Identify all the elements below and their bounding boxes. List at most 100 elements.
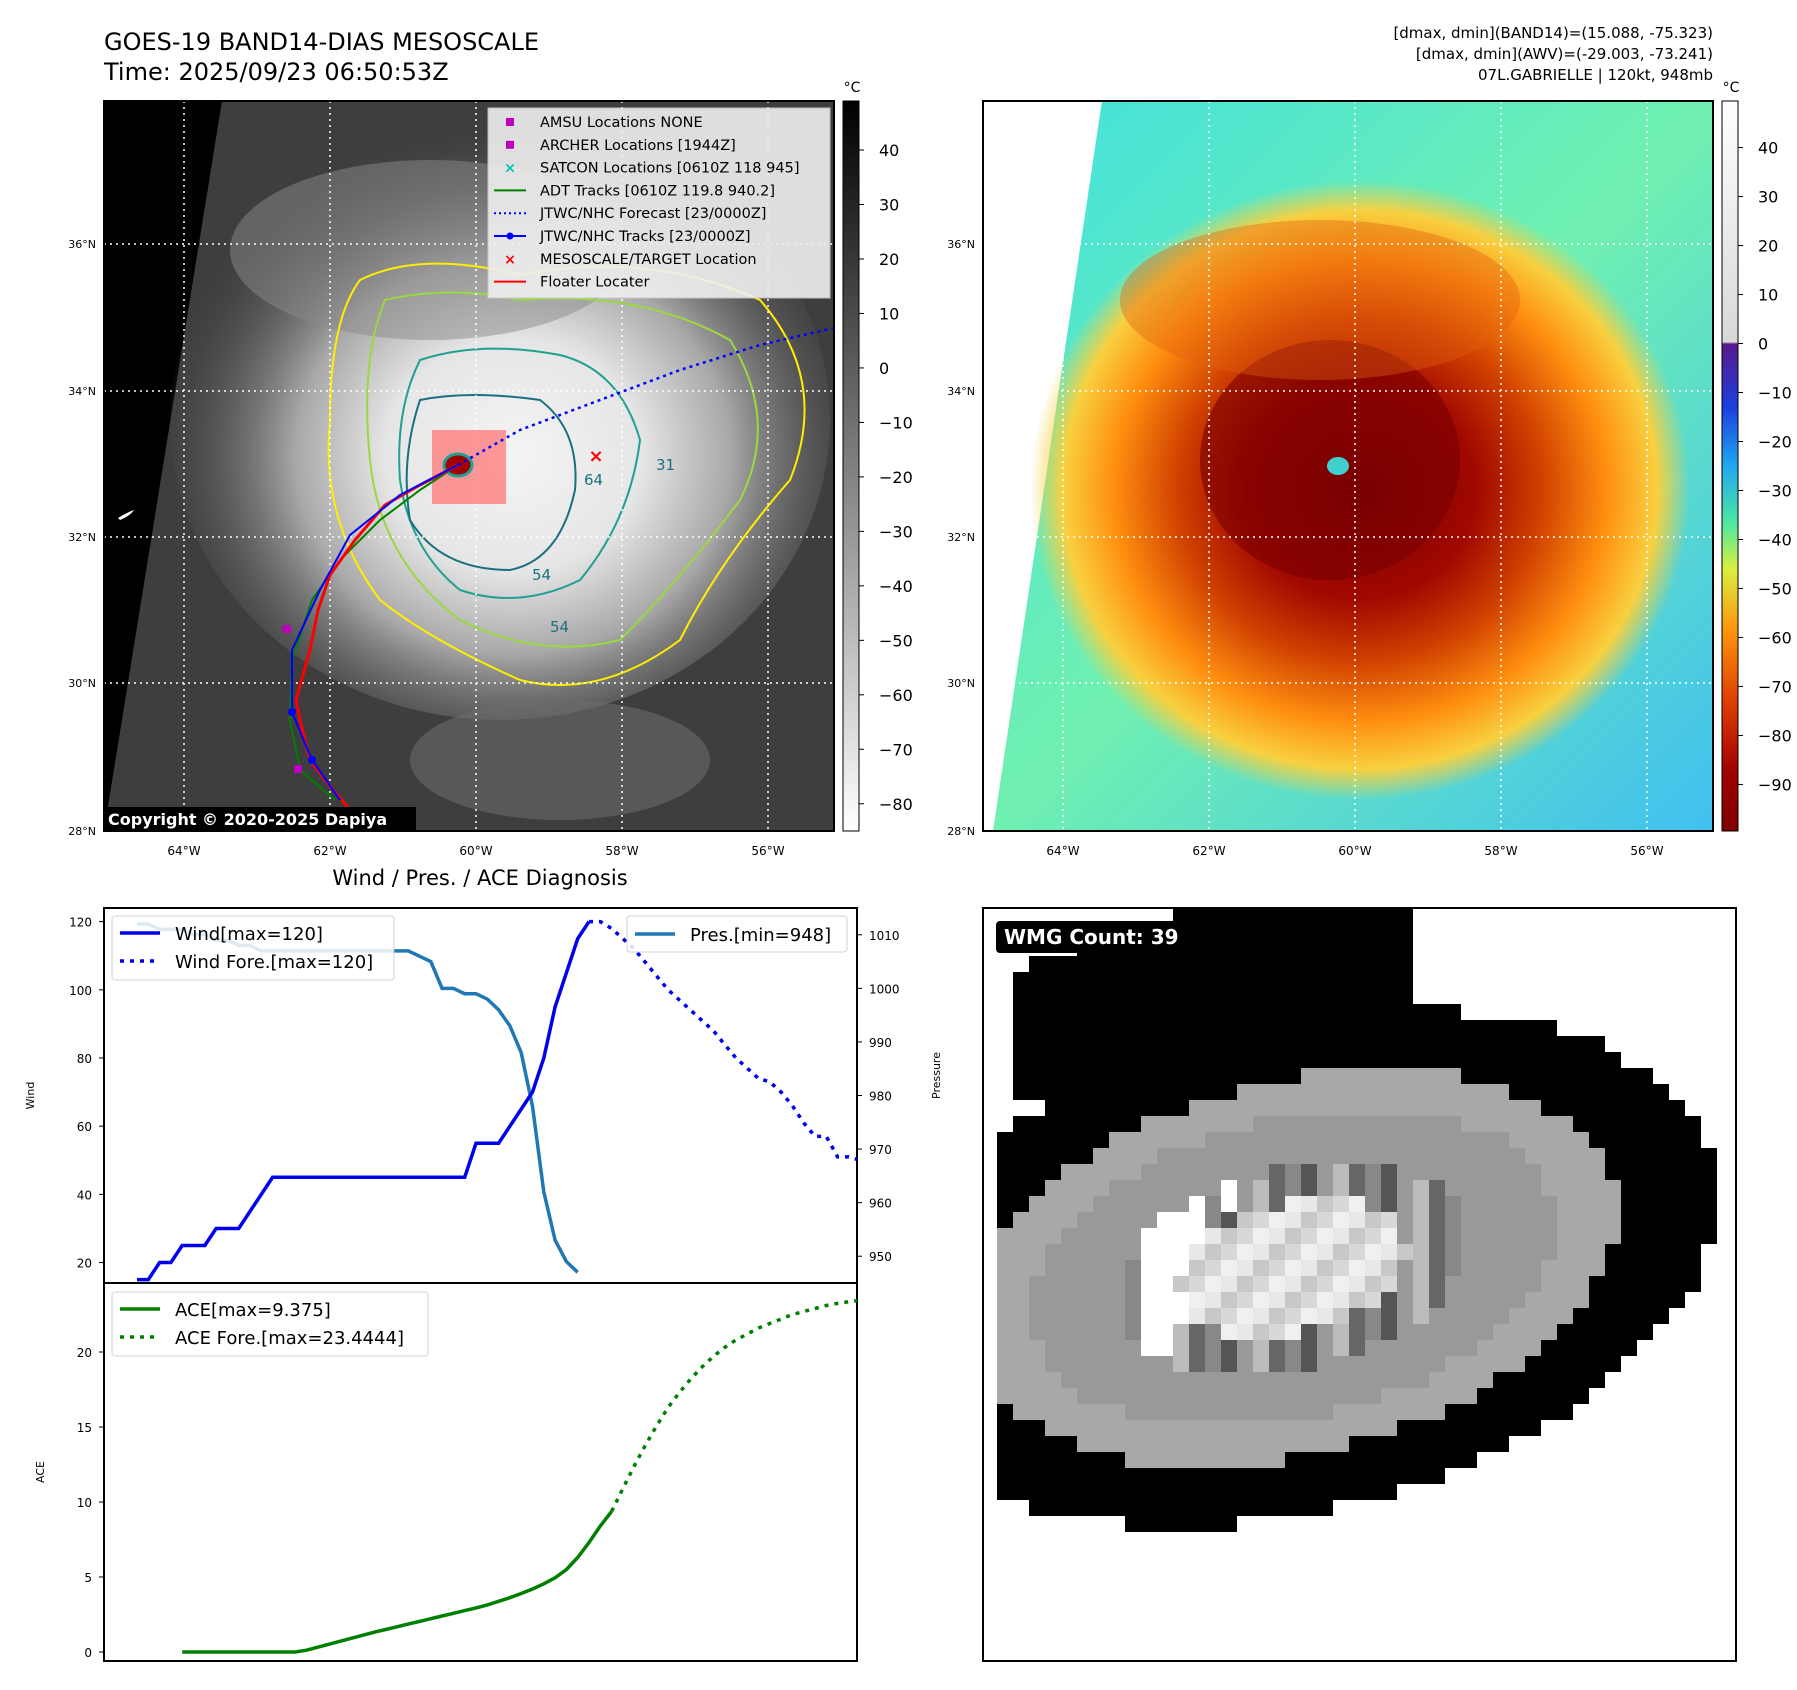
wmg-pixel — [1125, 956, 1141, 972]
wmg-pixel — [1477, 1244, 1493, 1260]
wmg-pixel — [1301, 1100, 1317, 1116]
wmg-pixel — [1621, 1260, 1637, 1276]
wmg-pixel — [1381, 972, 1397, 988]
wmg-pixel — [1093, 1372, 1109, 1388]
wmg-pixel — [1093, 1276, 1109, 1292]
wmg-pixel — [1381, 1436, 1397, 1452]
contour-label: 64 — [584, 471, 603, 489]
wmg-pixel — [1173, 1372, 1189, 1388]
wmg-pixel — [1029, 1260, 1045, 1276]
wmg-pixel — [1301, 1180, 1317, 1196]
wmg-pixel — [1205, 1340, 1221, 1356]
wmg-pixel — [1205, 1420, 1221, 1436]
wmg-pixel — [1205, 1100, 1221, 1116]
wmg-pixel — [1173, 1452, 1189, 1468]
lat-tick-label: 34°N — [947, 385, 975, 398]
wmg-pixel — [1397, 1260, 1413, 1276]
wmg-pixel — [1461, 1036, 1477, 1052]
wmg-pixel — [1557, 1308, 1573, 1324]
wmg-pixel — [1365, 1036, 1381, 1052]
wmg-pixel — [1557, 1292, 1573, 1308]
wmg-pixel — [1077, 972, 1093, 988]
wmg-pixel — [1157, 972, 1173, 988]
wmg-pixel — [1221, 1228, 1237, 1244]
wmg-pixel — [1701, 1164, 1717, 1180]
colorbar-tick-label: −80 — [879, 795, 913, 814]
wmg-pixel — [1221, 1468, 1237, 1484]
wmg-pixel — [1141, 1068, 1157, 1084]
wmg-pixel — [1221, 1308, 1237, 1324]
wmg-pixel — [1301, 1420, 1317, 1436]
wmg-pixel — [1029, 1148, 1045, 1164]
wmg-pixel — [1285, 1484, 1301, 1500]
wmg-pixel — [1349, 1084, 1365, 1100]
wmg-pixel — [1429, 1020, 1445, 1036]
wmg-pixel — [1317, 1084, 1333, 1100]
wmg-pixel — [1061, 1180, 1077, 1196]
wmg-pixel — [1253, 1260, 1269, 1276]
wmg-pixel — [1413, 1020, 1429, 1036]
wmg-pixel — [1493, 1324, 1509, 1340]
lon-tick-label: 62°W — [313, 844, 346, 858]
wmg-pixel — [1653, 1244, 1669, 1260]
wmg-pixel — [1493, 1116, 1509, 1132]
wmg-pixel — [1141, 1452, 1157, 1468]
wmg-pixel — [1493, 1292, 1509, 1308]
wmg-pixel — [1093, 1004, 1109, 1020]
storm-id: 07L.GABRIELLE | 120kt, 948mb — [1478, 66, 1713, 84]
wmg-pixel — [1077, 1132, 1093, 1148]
wmg-pixel — [1173, 1196, 1189, 1212]
wmg-pixel — [1333, 1420, 1349, 1436]
wmg-pixel — [1013, 1132, 1029, 1148]
wmg-pixel — [1461, 1244, 1477, 1260]
wmg-pixel — [1333, 988, 1349, 1004]
wmg-pixel — [1557, 1148, 1573, 1164]
wmg-pixel — [1029, 1196, 1045, 1212]
wmg-pixel — [1413, 1468, 1429, 1484]
wmg-pixel — [1413, 1356, 1429, 1372]
wmg-pixel — [1237, 1388, 1253, 1404]
wmg-pixel — [1445, 1052, 1461, 1068]
wmg-pixel — [1317, 1036, 1333, 1052]
wmg-pixel — [1493, 1036, 1509, 1052]
wmg-pixel — [1397, 1228, 1413, 1244]
wmg-pixel — [1509, 1164, 1525, 1180]
wmg-pixel — [1285, 1324, 1301, 1340]
wmg-pixel — [1285, 1148, 1301, 1164]
wmg-pixel — [1429, 1148, 1445, 1164]
wmg-pixel — [1221, 1484, 1237, 1500]
wmg-pixel — [1109, 1452, 1125, 1468]
wmg-pixel — [1125, 1484, 1141, 1500]
wmg-pixel — [1365, 1292, 1381, 1308]
wmg-pixel — [1253, 1372, 1269, 1388]
wmg-pixel — [1365, 924, 1381, 940]
wmg-pixel — [1045, 1148, 1061, 1164]
wmg-pixel — [1365, 1356, 1381, 1372]
wmg-pixel — [1173, 1340, 1189, 1356]
wmg-pixel — [1301, 1292, 1317, 1308]
wmg-pixel — [1109, 1164, 1125, 1180]
wmg-pixel — [1397, 1276, 1413, 1292]
pressure-axis-label: Pressure — [930, 1052, 943, 1099]
wmg-pixel — [1253, 1164, 1269, 1180]
wmg-pixel — [1253, 1116, 1269, 1132]
wmg-pixel — [1253, 1068, 1269, 1084]
wmg-pixel — [1253, 956, 1269, 972]
wind-legend: Wind[max=120] Wind Fore.[max=120] — [111, 915, 395, 981]
wmg-pixel — [1557, 1260, 1573, 1276]
wmg-pixel — [1445, 1148, 1461, 1164]
wmg-pixel — [1509, 1340, 1525, 1356]
wmg-pixel — [1605, 1132, 1621, 1148]
wmg-pixel — [1349, 1148, 1365, 1164]
wmg-pixel — [1045, 1356, 1061, 1372]
wmg-pixel — [1141, 1164, 1157, 1180]
wmg-pixel — [1269, 1004, 1285, 1020]
wmg-pixel — [1509, 1228, 1525, 1244]
contour-label: 31 — [656, 456, 675, 474]
wmg-pixel — [1413, 1324, 1429, 1340]
wmg-pixel — [1237, 924, 1253, 940]
wmg-pixel — [1301, 1212, 1317, 1228]
legend-label: Wind[max=120] — [175, 924, 323, 945]
legend-label: Pres.[min=948] — [690, 925, 831, 946]
wmg-pixel — [1013, 1196, 1029, 1212]
